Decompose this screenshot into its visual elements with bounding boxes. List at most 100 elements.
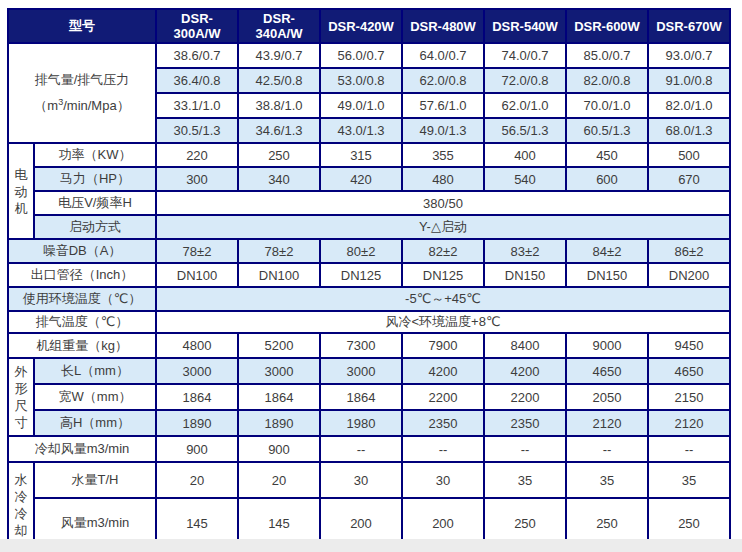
outlet-value: DN125 (320, 263, 402, 287)
discharge-temp-row: 排气温度（℃） 风冷<环境温度+8℃ (8, 311, 730, 333)
discharge-value: 43.9/0.7 (238, 43, 320, 68)
model-name: DSR-670W (648, 9, 730, 43)
height-value: 2120 (566, 410, 648, 436)
water-volume-value: 30 (402, 462, 484, 498)
height-value: 2350 (402, 410, 484, 436)
row-label: 高H（mm） (34, 410, 156, 436)
row-label: 水量T/H (34, 462, 156, 498)
row-label: 冷却风量m3/min (8, 436, 156, 462)
discharge-label-line1: 排气量/排气压力 (35, 72, 130, 87)
height-value: 1890 (156, 410, 238, 436)
discharge-value: 30.5/1.3 (156, 118, 238, 143)
discharge-value: 56.0/0.7 (320, 43, 402, 68)
cooling-air-value: 900 (238, 436, 320, 462)
start-mode-value: Y-△启动 (156, 215, 730, 239)
weight-value: 5200 (238, 333, 320, 358)
power-value: 250 (238, 143, 320, 167)
discharge-label-line2-suffix: /min/Mpa） (63, 98, 129, 113)
discharge-value: 53.0/0.8 (320, 68, 402, 93)
discharge-value: 82.0/1.0 (648, 93, 730, 118)
cooling-air-row: 冷却风量m3/min 900 900 -- -- -- -- -- (8, 436, 730, 462)
water-volume-value: 35 (484, 462, 566, 498)
power-value: 400 (484, 143, 566, 167)
outlet-value: DN100 (156, 263, 238, 287)
noise-value: 84±2 (566, 239, 648, 263)
row-label: 长L（mm） (34, 358, 156, 384)
hp-value: 300 (156, 167, 238, 191)
hp-value: 340 (238, 167, 320, 191)
bottom-strip (0, 539, 742, 552)
noise-value: 83±2 (484, 239, 566, 263)
row-label: 宽W（mm） (34, 384, 156, 410)
weight-value: 9000 (566, 333, 648, 358)
outlet-value: DN125 (402, 263, 484, 287)
outlet-value: DN150 (566, 263, 648, 287)
discharge-value: 62.0/1.0 (484, 93, 566, 118)
noise-value: 80±2 (320, 239, 402, 263)
power-value: 500 (648, 143, 730, 167)
discharge-value: 49.0/1.3 (402, 118, 484, 143)
weight-row: 机组重量（kg） 4800 5200 7300 7900 8400 9000 9… (8, 333, 730, 358)
discharge-value: 43.0/1.3 (320, 118, 402, 143)
dimension-length-row: 外形尺寸 长L（mm） 3000 3000 3000 4200 4200 465… (8, 358, 730, 384)
row-label: 电压V/频率H (34, 191, 156, 215)
discharge-value: 49.0/1.0 (320, 93, 402, 118)
noise-value: 78±2 (156, 239, 238, 263)
discharge-value: 70.0/1.0 (566, 93, 648, 118)
motor-start-row: 启动方式 Y-△启动 (8, 215, 730, 239)
row-label: 马力（HP） (34, 167, 156, 191)
water-volume-row: 水冷冷却 水量T/H 20 20 30 30 35 35 35 (8, 462, 730, 498)
discharge-value: 42.5/0.8 (238, 68, 320, 93)
model-header-label: 型号 (8, 9, 156, 43)
discharge-value: 60.5/1.3 (566, 118, 648, 143)
noise-value: 86±2 (648, 239, 730, 263)
power-value: 220 (156, 143, 238, 167)
height-value: 2120 (648, 410, 730, 436)
length-value: 4650 (648, 358, 730, 384)
water-volume-value: 30 (320, 462, 402, 498)
discharge-value: 74.0/0.7 (484, 43, 566, 68)
power-value: 450 (566, 143, 648, 167)
hp-value: 600 (566, 167, 648, 191)
model-name: DSR-300A/W (156, 9, 238, 43)
height-value: 1980 (320, 410, 402, 436)
length-value: 4200 (402, 358, 484, 384)
power-value: 315 (320, 143, 402, 167)
row-label: 机组重量（kg） (8, 333, 156, 358)
discharge-value: 82.0/0.8 (566, 68, 648, 93)
voltage-value: 380/50 (156, 191, 730, 215)
width-value: 1864 (238, 384, 320, 410)
ambient-temp-value: -5℃～+45℃ (156, 287, 730, 311)
cooling-air-value: -- (402, 436, 484, 462)
water-volume-value: 20 (156, 462, 238, 498)
discharge-value: 38.6/0.7 (156, 43, 238, 68)
page: 型号 DSR-300A/W DSR-340A/W DSR-420W DSR-48… (0, 0, 742, 552)
discharge-value: 64.0/0.7 (402, 43, 484, 68)
dimension-height-row: 高H（mm） 1890 1890 1980 2350 2350 2120 212… (8, 410, 730, 436)
water-volume-value: 35 (648, 462, 730, 498)
weight-value: 4800 (156, 333, 238, 358)
width-value: 2050 (566, 384, 648, 410)
dimension-width-row: 宽W（mm） 1864 1864 1864 2200 2200 2050 215… (8, 384, 730, 410)
discharge-value: 72.0/0.8 (484, 68, 566, 93)
outlet-value: DN150 (484, 263, 566, 287)
weight-value: 8400 (484, 333, 566, 358)
row-label: 功率（KW） (34, 143, 156, 167)
cooling-air-value: -- (484, 436, 566, 462)
width-value: 2200 (402, 384, 484, 410)
height-value: 2350 (484, 410, 566, 436)
discharge-value: 36.4/0.8 (156, 68, 238, 93)
outlet-value: DN100 (238, 263, 320, 287)
water-volume-value: 35 (566, 462, 648, 498)
noise-value: 78±2 (238, 239, 320, 263)
discharge-value: 93.0/0.7 (648, 43, 730, 68)
discharge-value: 34.6/1.3 (238, 118, 320, 143)
outlet-row: 出口管径（Inch） DN100 DN100 DN125 DN125 DN150… (8, 263, 730, 287)
power-value: 355 (402, 143, 484, 167)
discharge-value: 56.5/1.3 (484, 118, 566, 143)
discharge-row-1: 排气量/排气压力 （m3/min/Mpa） 38.6/0.7 43.9/0.7 … (8, 43, 730, 68)
width-value: 2200 (484, 384, 566, 410)
water-volume-value: 20 (238, 462, 320, 498)
model-name: DSR-540W (484, 9, 566, 43)
row-label: 使用环境温度（℃） (8, 287, 156, 311)
